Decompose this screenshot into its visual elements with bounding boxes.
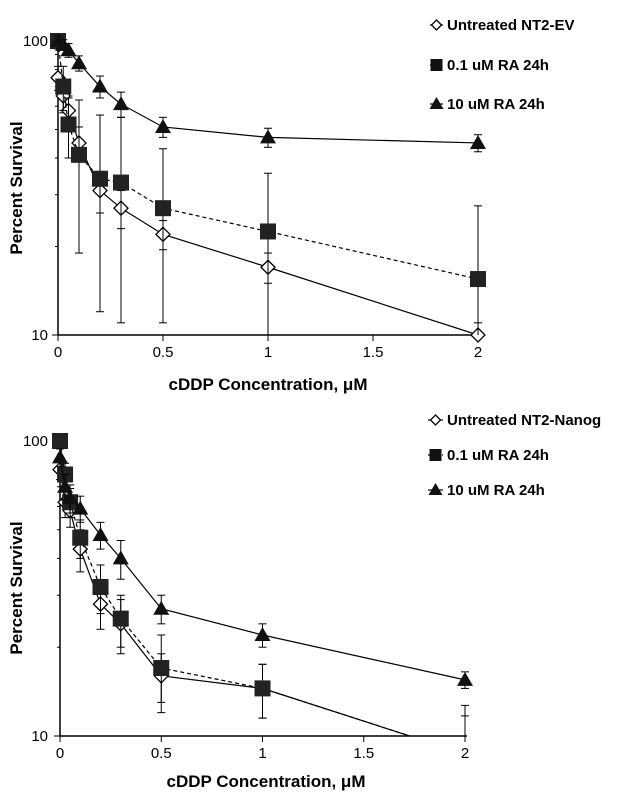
legend-marker: [429, 449, 442, 461]
data-point: [72, 500, 89, 515]
legend-entry: 0.1 uM RA 24h: [430, 57, 549, 74]
y-tick-label: 10: [31, 728, 48, 745]
series-2: [50, 33, 486, 153]
x-tick-label: 1: [264, 344, 272, 361]
series-1: [52, 433, 469, 736]
legend-entry: Untreated NT2-Nanog: [428, 412, 601, 429]
data-point: [153, 600, 170, 615]
x-tick-label: 0.5: [151, 745, 172, 762]
data-point: [72, 529, 89, 546]
x-tick-label: 0.5: [153, 344, 174, 361]
legend-marker: [429, 414, 442, 426]
data-point: [92, 527, 109, 542]
x-tick-label: 1.5: [363, 344, 384, 361]
legend-entry: Untreated NT2-EV: [430, 17, 575, 34]
y-axis-label: Percent Survival: [7, 121, 26, 254]
legend-label: Untreated NT2-EV: [447, 17, 575, 34]
x-tick-label: 0: [56, 745, 64, 762]
legend-marker: [430, 19, 443, 31]
data-point: [55, 78, 72, 95]
data-point: [113, 174, 129, 191]
data-point: [260, 129, 276, 144]
data-point: [57, 478, 74, 493]
legend-label: 0.1 uM RA 24h: [447, 447, 549, 464]
data-point: [470, 271, 486, 288]
data-point: [113, 96, 129, 111]
legend-entry: 0.1 uM RA 24h: [428, 447, 549, 464]
data-point: [112, 550, 129, 565]
data-point: [71, 55, 87, 70]
y-tick-label: 100: [23, 33, 48, 50]
data-point: [470, 134, 486, 149]
x-tick-label: 2: [474, 344, 482, 361]
data-point: [254, 680, 271, 697]
chart-panel-ev: 10 100 0 0.5 1 1.5 2 cDDP Concentration, μM Perc…: [7, 17, 575, 394]
data-point: [254, 626, 271, 641]
data-point: [71, 146, 87, 163]
data-point: [52, 433, 68, 449]
data-point: [260, 223, 276, 240]
legend-marker: [430, 59, 443, 71]
series-2: [52, 448, 473, 689]
legend-marker: [429, 97, 444, 109]
legend-marker: [428, 483, 443, 495]
legend-label: 10 uM RA 24h: [447, 482, 545, 499]
data-point: [155, 200, 171, 217]
chart-panel-nanog: 10 100 0 0.5 1 1.5 2 cDDP Concentration, μM Perc…: [7, 412, 601, 791]
x-axis-label: cDDP Concentration, μM: [169, 375, 368, 394]
data-point: [92, 170, 108, 187]
series-1: [50, 33, 486, 335]
data-point: [52, 449, 68, 464]
legend-label: 10 uM RA 24h: [447, 96, 545, 113]
data-point: [92, 78, 108, 93]
legend-label: Untreated NT2-Nanog: [447, 412, 601, 429]
x-tick-label: 1: [258, 745, 266, 762]
y-tick-label: 10: [31, 327, 48, 344]
data-point: [62, 490, 79, 505]
x-tick-label: 2: [461, 745, 469, 762]
series-0: [52, 459, 469, 736]
legend-entry: 10 uM RA 24h: [429, 96, 545, 113]
data-point: [153, 660, 170, 677]
legend-entry: 10 uM RA 24h: [428, 482, 545, 499]
y-axis-label: Percent Survival: [7, 521, 26, 654]
data-point: [112, 610, 129, 627]
legend-label: 0.1 uM RA 24h: [447, 57, 549, 74]
data-point: [60, 42, 77, 57]
x-tick-label: 1.5: [353, 745, 374, 762]
data-point: [155, 118, 171, 133]
x-tick-label: 0: [54, 344, 62, 361]
data-point: [92, 578, 109, 595]
y-tick-label: 100: [23, 433, 48, 450]
data-point: [457, 671, 473, 686]
data-point: [60, 116, 77, 133]
x-axis-label: cDDP Concentration, μM: [167, 772, 366, 791]
